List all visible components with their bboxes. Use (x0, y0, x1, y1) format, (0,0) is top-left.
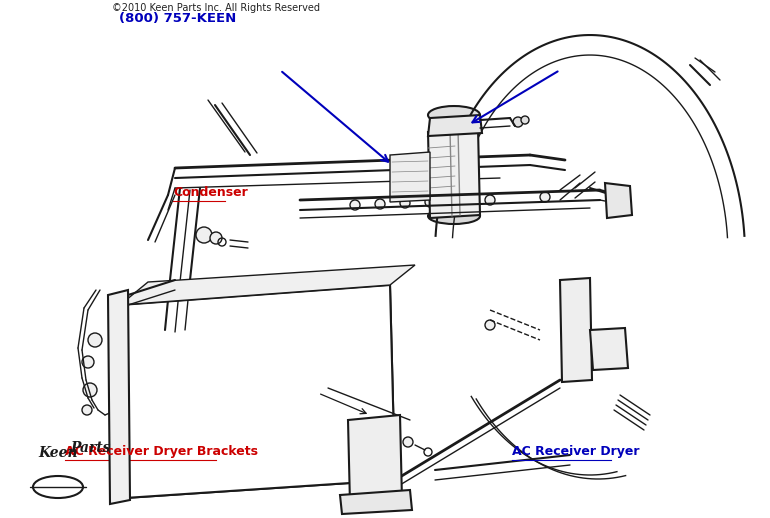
Polygon shape (348, 415, 402, 504)
Ellipse shape (603, 357, 613, 367)
Ellipse shape (82, 405, 92, 415)
Ellipse shape (485, 320, 495, 330)
Text: (800) 757-KEEN: (800) 757-KEEN (119, 12, 236, 25)
Ellipse shape (196, 227, 212, 243)
Text: Keen: Keen (38, 446, 78, 460)
Ellipse shape (375, 199, 385, 209)
Polygon shape (120, 285, 395, 498)
Polygon shape (605, 183, 632, 218)
Text: Parts: Parts (70, 441, 110, 455)
Text: AC Receiver Dryer Brackets: AC Receiver Dryer Brackets (65, 445, 259, 458)
Ellipse shape (428, 106, 480, 124)
Ellipse shape (83, 383, 97, 397)
Ellipse shape (425, 197, 435, 207)
Text: AC Receiver Dryer: AC Receiver Dryer (512, 445, 640, 458)
Polygon shape (340, 490, 412, 514)
Polygon shape (428, 115, 482, 136)
Ellipse shape (210, 232, 222, 244)
Ellipse shape (513, 117, 523, 127)
Ellipse shape (82, 356, 94, 368)
Polygon shape (560, 278, 592, 382)
Ellipse shape (485, 195, 495, 205)
Ellipse shape (88, 333, 102, 347)
Polygon shape (390, 152, 430, 202)
Text: Condenser: Condenser (173, 186, 248, 199)
Polygon shape (428, 128, 480, 218)
Ellipse shape (350, 200, 360, 210)
Polygon shape (120, 285, 395, 498)
Polygon shape (590, 328, 628, 370)
Polygon shape (120, 265, 415, 305)
Ellipse shape (540, 192, 550, 202)
Ellipse shape (570, 315, 580, 325)
Ellipse shape (403, 437, 413, 447)
Text: ©2010 Keen Parts Inc. All Rights Reserved: ©2010 Keen Parts Inc. All Rights Reserve… (112, 3, 320, 13)
Ellipse shape (400, 198, 410, 208)
Ellipse shape (351, 497, 365, 511)
Ellipse shape (521, 116, 529, 124)
Ellipse shape (601, 338, 615, 352)
Ellipse shape (388, 495, 402, 509)
Polygon shape (108, 290, 130, 504)
Ellipse shape (569, 296, 581, 308)
Ellipse shape (428, 208, 480, 224)
